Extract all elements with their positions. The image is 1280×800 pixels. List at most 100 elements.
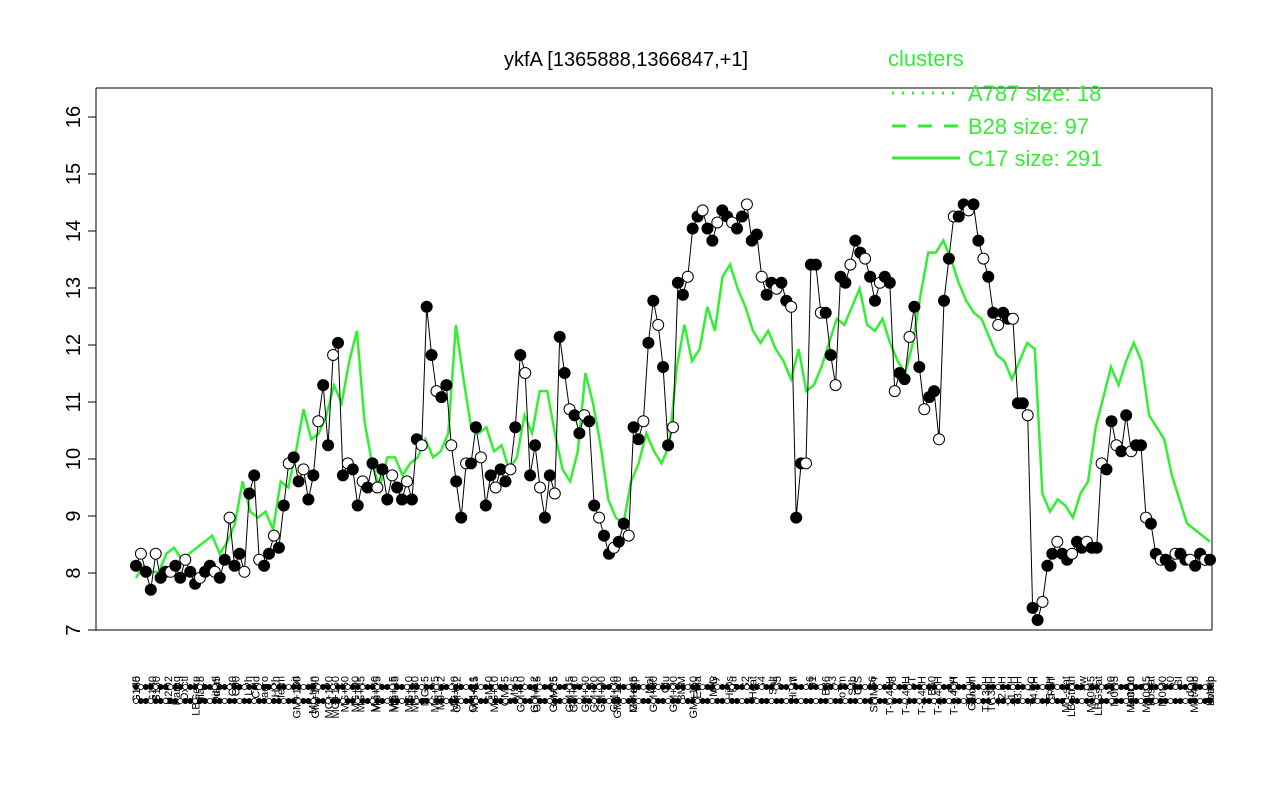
x-marker-dot — [773, 684, 780, 691]
x-marker-dot — [941, 698, 948, 705]
x-marker-dot — [448, 684, 455, 691]
x-marker-dot — [438, 698, 445, 705]
x-marker-dot — [1108, 698, 1115, 705]
x-tick-label: BI — [1173, 676, 1185, 686]
x-marker-dot — [1093, 684, 1100, 691]
x-marker-dot — [256, 684, 263, 691]
x-marker-dot — [517, 698, 524, 705]
data-point — [918, 403, 931, 416]
x-marker-dot — [985, 698, 992, 705]
x-marker-dot — [226, 698, 233, 705]
data-point — [642, 336, 655, 349]
x-tick-label: LBGexp — [191, 676, 203, 716]
x-marker-dot — [1177, 698, 1184, 705]
y-axis-ticks: 7 8 9 10 11 12 13 14 15 16 — [63, 106, 96, 636]
data-point — [130, 559, 142, 572]
data-point — [420, 300, 433, 313]
data-point — [809, 258, 822, 271]
data-point — [376, 463, 389, 476]
data-point — [1120, 409, 1133, 422]
data-point — [336, 469, 349, 482]
data-point — [504, 463, 517, 476]
data-point — [701, 222, 714, 235]
data-point — [134, 547, 147, 560]
x-marker-dot — [221, 698, 228, 705]
x-marker-dot — [162, 684, 169, 691]
x-marker-dot — [812, 684, 819, 691]
x-marker-dot — [891, 698, 898, 705]
x-marker-dot — [1044, 698, 1051, 705]
x-marker-dot — [817, 684, 824, 691]
x-marker-dot — [576, 698, 583, 705]
x-marker-dot — [1098, 684, 1105, 691]
x-marker-dot — [1128, 684, 1135, 691]
data-point — [514, 349, 527, 361]
x-marker-dot — [196, 684, 203, 691]
x-marker-dot — [615, 684, 622, 691]
data-point — [558, 367, 571, 379]
x-marker-dot — [748, 698, 755, 705]
x-marker-dot — [517, 684, 524, 691]
data-point — [622, 529, 635, 542]
x-marker-dot — [571, 698, 578, 705]
x-marker-dot — [492, 698, 499, 705]
x-marker-dot — [881, 684, 888, 691]
x-marker-dot — [896, 684, 903, 691]
data-point — [987, 306, 1000, 319]
x-marker-dot — [1152, 698, 1159, 705]
data-point — [667, 421, 679, 434]
x-marker-dot — [527, 698, 534, 705]
x-marker-dot — [689, 684, 696, 691]
x-marker-dot — [812, 698, 819, 705]
x-marker-dot — [1133, 698, 1140, 705]
x-marker-dot — [206, 684, 213, 691]
x-marker-dot — [1128, 698, 1135, 705]
x-marker-dot — [1059, 698, 1066, 705]
x-marker-dot — [344, 698, 351, 705]
x-marker-dot — [684, 698, 691, 705]
x-tick-label: Paraq — [171, 676, 183, 705]
x-marker-dot — [556, 684, 563, 691]
x-marker-dot — [241, 684, 248, 691]
x-tick-label: GM+60 — [648, 676, 660, 712]
data-point — [1026, 601, 1039, 614]
y-tick-label: 8 — [63, 567, 85, 578]
x-marker-dot — [1088, 698, 1095, 705]
data-point — [662, 439, 675, 452]
x-marker-dot — [822, 698, 829, 705]
x-marker-dot — [1069, 684, 1076, 691]
x-tick-label: GM+150 — [688, 676, 700, 719]
x-marker-dot — [1024, 698, 1031, 705]
x-marker-dot — [591, 684, 598, 691]
x-marker-dot — [807, 698, 814, 705]
data-point — [213, 571, 226, 584]
x-marker-dot — [482, 684, 489, 691]
x-marker-dot — [620, 684, 627, 691]
data-point — [292, 475, 305, 488]
x-marker-dot — [763, 684, 770, 691]
x-marker-dot — [975, 684, 982, 691]
x-marker-dot — [265, 698, 272, 705]
x-marker-dot — [679, 698, 686, 705]
x-tick-label: GM+10 — [569, 676, 581, 712]
data-point — [583, 415, 596, 428]
x-marker-dot — [497, 684, 504, 691]
x-tick-label: Lbexp — [1205, 676, 1217, 706]
x-marker-dot — [334, 698, 341, 705]
x-marker-dot — [305, 698, 312, 705]
data-point — [731, 222, 743, 235]
x-marker-dot — [1054, 698, 1061, 705]
data-point — [238, 565, 251, 578]
data-point — [928, 385, 941, 398]
x-marker-dot — [226, 684, 233, 691]
x-marker-dot — [1074, 684, 1081, 691]
x-marker-dot — [359, 684, 366, 691]
x-marker-dot — [674, 684, 681, 691]
x-marker-dot — [448, 698, 455, 705]
x-marker-dot — [241, 698, 248, 705]
x-marker-dot — [231, 698, 238, 705]
data-point — [1100, 463, 1113, 476]
x-marker-dot — [729, 698, 736, 705]
x-marker-dot — [201, 684, 208, 691]
